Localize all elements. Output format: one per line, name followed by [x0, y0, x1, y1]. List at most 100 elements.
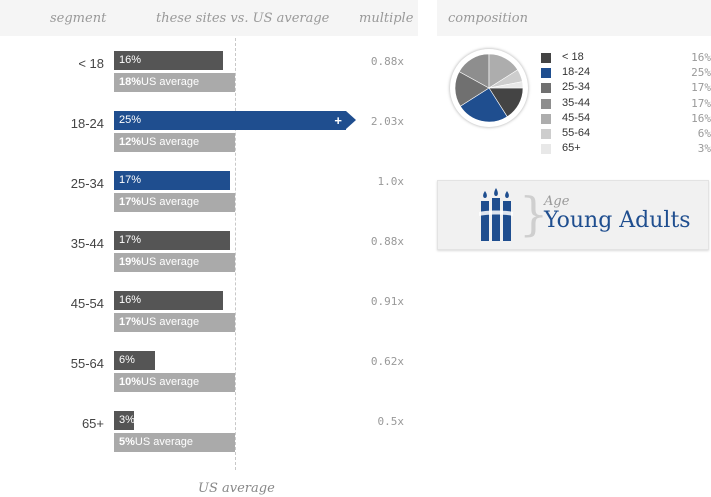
us-average-bar: 12%US average	[114, 133, 235, 152]
multiple-value: 1.0x	[377, 175, 405, 188]
overflow-arrow-icon	[346, 111, 356, 129]
segment-row[interactable]: 18-24 25% +12%US average 2.03x	[0, 111, 418, 159]
segment-label: 18-24	[70, 116, 104, 131]
segment-label: 25-34	[70, 176, 104, 191]
segment-row[interactable]: 35-44 17% 19%US average 0.88x	[0, 231, 418, 279]
legend-swatch	[541, 144, 551, 155]
us-average-value: 5%	[119, 436, 135, 448]
legend-swatch	[541, 53, 551, 63]
legend-value: 16%	[691, 51, 711, 64]
us-average-label: US average	[141, 76, 200, 88]
us-average-value: 17%	[119, 196, 142, 208]
composition-legend: < 18 16% 18-24 25% 25-34 17% 35-44 17% 45-54 16% 5…	[541, 51, 711, 157]
us-average-label: US average	[141, 196, 200, 208]
composition-title: composition	[448, 11, 528, 26]
site-share-bar: 16%	[114, 291, 223, 310]
us-average-label: US average	[134, 436, 193, 448]
legend-item[interactable]: 25-34 17%	[541, 81, 711, 96]
legend-item[interactable]: 65+ 3%	[541, 142, 711, 157]
segment-label: 45-54	[70, 296, 104, 311]
us-average-label: US average	[141, 136, 200, 148]
legend-value: 6%	[697, 126, 711, 140]
legend-swatch	[541, 128, 551, 139]
us-average-value: 12%	[119, 136, 142, 148]
segment-label: 35-44	[70, 236, 104, 251]
us-average-value: 17%	[119, 316, 142, 328]
pie-slice[interactable]	[459, 87, 508, 122]
legend-label: < 18	[562, 51, 584, 63]
us-average-caption: US average	[198, 481, 275, 496]
legend-swatch	[541, 98, 551, 109]
segment-label: 65+	[81, 416, 104, 431]
legend-label: 65+	[562, 142, 581, 155]
site-share-bar: 6%	[114, 351, 155, 370]
us-average-label: US average	[141, 376, 200, 388]
us-average-value: 10%	[119, 376, 142, 388]
brace-decoration: }	[519, 187, 549, 241]
segment-column-header: segment	[50, 11, 107, 26]
legend-value: 16%	[691, 111, 711, 125]
multiple-value: 0.62x	[370, 355, 404, 368]
plus-icon: +	[334, 113, 342, 128]
legend-item[interactable]: 55-64 6%	[541, 127, 711, 142]
segment-row[interactable]: 45-54 16% 17%US average 0.91x	[0, 291, 418, 339]
multiple-column-header: multiple	[359, 11, 414, 26]
site-share-value: 6%	[119, 354, 135, 366]
us-average-bar: 17%US average	[114, 313, 235, 332]
composition-pie-chart	[455, 54, 523, 122]
site-share-value: 16%	[119, 294, 142, 306]
us-average-bar: 19%US average	[114, 253, 235, 272]
site-share-bar: 3%	[114, 411, 135, 430]
segment-row[interactable]: 65+ 3% 5%US average 0.5x	[0, 411, 418, 459]
us-average-bar: 5%US average	[114, 433, 235, 452]
legend-item[interactable]: 45-54 16%	[541, 112, 711, 127]
site-share-value: 25%	[119, 114, 142, 126]
composition-pie[interactable]	[450, 49, 528, 127]
age-card-label: Age	[544, 194, 570, 209]
age-card-value: Young Adults	[544, 208, 691, 233]
legend-item[interactable]: 18-24 25%	[541, 66, 711, 81]
legend-label: 25-34	[562, 81, 591, 94]
legend-swatch	[541, 83, 551, 94]
us-average-line	[235, 38, 236, 470]
legend-value: 17%	[691, 81, 711, 95]
segment-label: 55-64	[70, 356, 104, 371]
site-share-value: 3%	[119, 414, 135, 426]
legend-label: 18-24	[562, 66, 591, 79]
segment-row[interactable]: 55-64 6% 10%US average 0.62x	[0, 351, 418, 399]
legend-label: 45-54	[562, 111, 591, 124]
us-average-value: 18%	[119, 76, 142, 88]
site-share-value: 17%	[119, 234, 142, 246]
us-average-label: US average	[141, 256, 200, 268]
segment-row[interactable]: < 18 16% 18%US average 0.88x	[0, 51, 418, 99]
legend-label: 35-44	[562, 96, 591, 109]
legend-value: 3%	[697, 142, 711, 156]
site-share-value: 17%	[119, 174, 142, 186]
multiple-value: 0.91x	[370, 295, 404, 308]
segment-row[interactable]: 25-34 17% 17%US average 1.0x	[0, 171, 418, 219]
age-card: } Age Young Adults	[437, 180, 709, 250]
legend-value: 25%	[691, 66, 711, 80]
us-average-bar: 18%US average	[114, 73, 235, 92]
legend-item[interactable]: 35-44 17%	[541, 97, 711, 112]
legend-label: 55-64	[562, 126, 591, 139]
segment-table-header	[0, 0, 418, 36]
us-average-bar: 10%US average	[114, 373, 235, 392]
legend-swatch	[541, 113, 551, 124]
site-share-bar: 16%	[114, 51, 223, 70]
legend-value: 17%	[691, 96, 711, 110]
legend-item[interactable]: < 18 16%	[541, 51, 711, 66]
site-share-bar: 17%	[114, 231, 230, 250]
composition-header	[437, 0, 711, 36]
us-average-label: US average	[141, 316, 200, 328]
site-share-value: 16%	[119, 54, 142, 66]
legend-swatch	[541, 68, 551, 79]
site-share-bar: 17%	[114, 171, 230, 190]
us-average-value: 19%	[119, 256, 142, 268]
segment-label: < 18	[78, 56, 104, 71]
candles-icon	[479, 188, 513, 241]
comparison-column-header: these sites vs. US average	[156, 11, 330, 26]
multiple-value: 0.5x	[377, 415, 405, 428]
multiple-value: 0.88x	[370, 55, 404, 68]
multiple-value: 0.88x	[370, 235, 404, 248]
